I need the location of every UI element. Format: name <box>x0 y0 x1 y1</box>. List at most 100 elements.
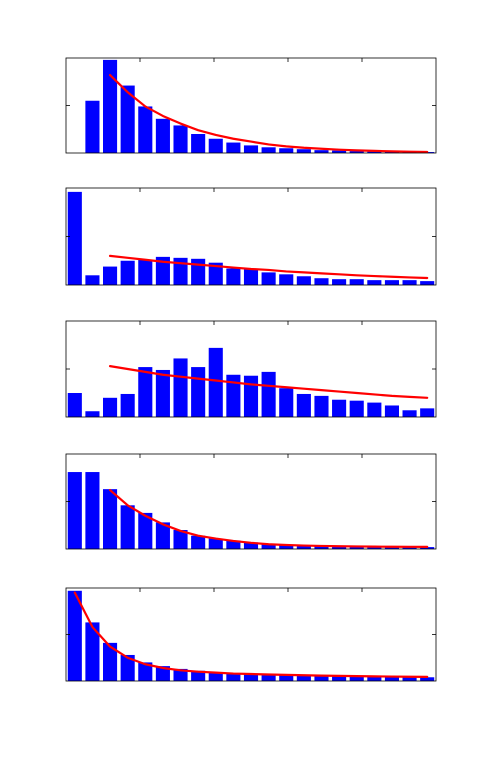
bar <box>67 590 82 681</box>
bar <box>349 547 364 549</box>
bar <box>367 402 382 417</box>
fit-curve <box>108 489 429 549</box>
bar <box>155 369 170 417</box>
panel-5 <box>65 587 437 682</box>
bar <box>120 260 135 285</box>
bar <box>420 677 435 681</box>
bar <box>367 280 382 285</box>
bar <box>67 472 82 549</box>
bar <box>208 262 223 285</box>
bar <box>314 278 329 285</box>
bar <box>138 512 153 549</box>
bar <box>367 151 382 153</box>
bar <box>349 279 364 285</box>
bar <box>208 138 223 153</box>
bar <box>85 472 100 549</box>
bar <box>261 147 276 153</box>
bar <box>384 280 399 285</box>
fit-curve <box>108 73 429 154</box>
panel-3 <box>65 320 437 418</box>
bar <box>120 654 135 681</box>
bar <box>384 676 399 681</box>
fit-curve <box>108 365 429 399</box>
bar <box>173 257 188 285</box>
bar <box>173 668 188 681</box>
bar <box>103 59 118 153</box>
bar <box>103 397 118 417</box>
bar <box>420 281 435 285</box>
bar <box>208 672 223 681</box>
bar <box>384 151 399 153</box>
panel-1 <box>65 57 437 154</box>
bar <box>85 275 100 285</box>
bar <box>332 279 347 285</box>
bar <box>173 125 188 153</box>
bar <box>155 522 170 549</box>
bar <box>402 280 417 285</box>
bar <box>191 258 206 285</box>
bar <box>314 150 329 153</box>
bar <box>191 367 206 417</box>
bar <box>420 408 435 417</box>
bar <box>243 145 259 153</box>
bar <box>243 542 259 549</box>
bar <box>138 662 153 681</box>
bar <box>367 676 382 681</box>
bar <box>138 367 153 417</box>
bar <box>261 272 276 285</box>
bar <box>120 393 135 417</box>
fit-curve <box>108 254 429 280</box>
bar <box>402 410 417 417</box>
bar <box>402 677 417 681</box>
bar <box>103 642 118 681</box>
bar <box>67 393 82 417</box>
bar <box>138 106 153 153</box>
bar <box>296 276 311 285</box>
bar <box>191 134 206 153</box>
bar <box>279 545 294 549</box>
bar <box>120 505 135 549</box>
bar <box>279 388 294 417</box>
bar <box>384 547 399 549</box>
bar <box>349 676 364 681</box>
panel-4 <box>65 453 437 550</box>
bar <box>332 399 347 417</box>
bar <box>226 374 241 417</box>
bar <box>226 142 241 153</box>
bar <box>349 400 364 417</box>
bar <box>314 546 329 549</box>
bar <box>243 269 259 285</box>
bar <box>332 676 347 681</box>
bar <box>261 674 276 681</box>
bar <box>120 85 135 153</box>
bar <box>226 673 241 681</box>
bar <box>85 411 100 417</box>
bar <box>226 268 241 285</box>
bar <box>208 538 223 549</box>
bar <box>226 540 241 549</box>
bar <box>138 259 153 285</box>
bar <box>384 405 399 417</box>
bar <box>103 489 118 549</box>
bar <box>314 395 329 417</box>
bar <box>314 675 329 681</box>
bar <box>155 256 170 285</box>
bar <box>296 149 311 153</box>
bar <box>296 393 311 417</box>
fit-curve <box>73 591 429 679</box>
bar <box>155 118 170 153</box>
bar <box>191 535 206 549</box>
bar <box>279 274 294 285</box>
bar <box>103 266 118 285</box>
bar <box>67 191 82 285</box>
bar <box>279 675 294 681</box>
bar <box>85 100 100 153</box>
bar <box>173 530 188 549</box>
bar <box>349 151 364 153</box>
panel-2 <box>65 187 437 286</box>
bar <box>261 544 276 549</box>
bar <box>332 546 347 549</box>
bar <box>173 358 188 417</box>
bar <box>420 547 435 549</box>
